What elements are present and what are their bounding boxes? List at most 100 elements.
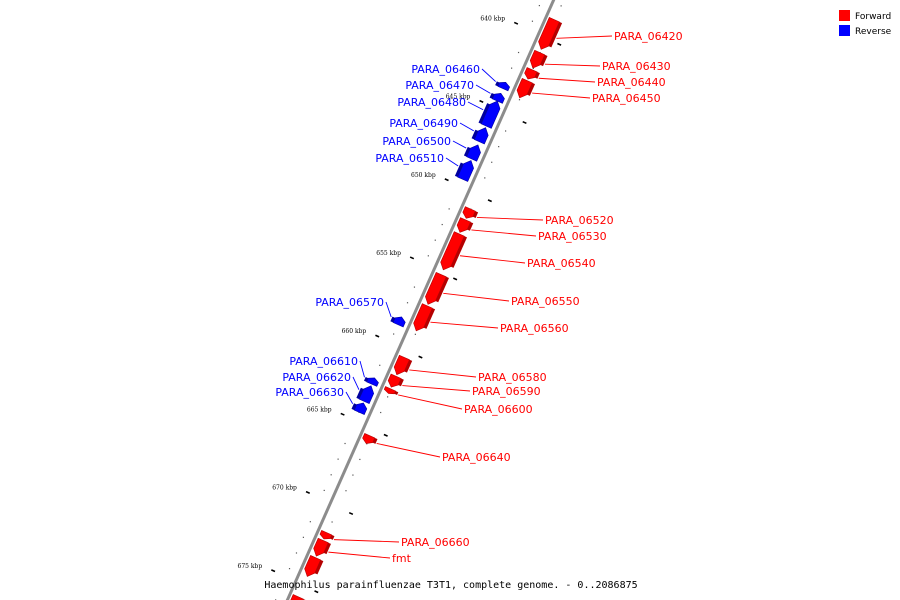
minor-tick xyxy=(406,302,409,304)
gene-shadow xyxy=(495,81,500,87)
gene-label: PARA_06530 xyxy=(538,230,607,243)
gene-track xyxy=(290,17,563,600)
gene-para_06480 xyxy=(478,100,501,129)
gene-para_06440 xyxy=(524,67,540,80)
minor-tick xyxy=(337,458,339,460)
gene-arrow xyxy=(529,49,546,69)
gene-label: PARA_06660 xyxy=(401,536,470,549)
gene-arrow xyxy=(393,354,410,376)
gene-arrow xyxy=(425,271,447,305)
scale-tick-mark xyxy=(340,412,345,416)
gene-para_06530 xyxy=(456,217,474,233)
gene-leader-line xyxy=(538,77,596,83)
scale-tick-label: 640 kbp xyxy=(480,15,505,22)
scale-tick-label: 665 kbp xyxy=(307,406,332,413)
gene-arrow xyxy=(358,385,375,405)
scale-tick: 670 kbp xyxy=(272,485,354,516)
gene-label: PARA_06600 xyxy=(464,403,533,416)
genome-caption: Haemophilus parainfluenzae T3T1, complet… xyxy=(264,580,637,591)
gene-label: PARA_06630 xyxy=(275,386,344,399)
gene-para_06460 xyxy=(495,81,510,92)
scale-tick-mark xyxy=(513,21,519,25)
gene-shadow xyxy=(330,534,335,540)
gene-shadow xyxy=(467,222,474,231)
gene-arrow xyxy=(457,160,474,182)
scale-tick-mark xyxy=(479,99,484,104)
gene-label: PARA_06590 xyxy=(472,385,541,398)
scale-tick-label: 655 kbp xyxy=(376,250,401,257)
gene-shadow xyxy=(398,378,404,387)
gene-label: PARA_06490 xyxy=(389,117,458,130)
minor-tick xyxy=(393,333,395,335)
gene-shadow xyxy=(356,387,364,400)
gene-label: PARA_06570 xyxy=(315,296,384,309)
scale-tick-mark xyxy=(375,334,380,338)
minor-tick xyxy=(413,286,416,288)
reverse-legend-label: Reverse xyxy=(855,27,892,37)
gene-shadow xyxy=(548,21,563,48)
gene-leader-line xyxy=(376,442,441,458)
gene-arrow xyxy=(440,231,465,271)
scale-tick-mark xyxy=(271,569,276,573)
gene-label: PARA_06450 xyxy=(592,92,661,105)
scale-tick: 650 kbp xyxy=(411,172,492,203)
gene-para_06490 xyxy=(471,127,489,145)
gene-leader-line xyxy=(459,255,526,264)
gene-para_06510 xyxy=(454,160,474,182)
gene-fmt xyxy=(313,537,331,557)
minor-tick xyxy=(288,568,291,570)
gene-arrow xyxy=(383,386,396,395)
gene-arrow xyxy=(516,78,533,99)
gene-label: PARA_06480 xyxy=(397,96,466,109)
gene-para_06430 xyxy=(529,49,548,69)
gene-para_06470 xyxy=(489,92,505,104)
minor-tick xyxy=(380,411,382,414)
scale-tick: 645 kbp xyxy=(446,94,527,125)
gene-label: PARA_06430 xyxy=(602,60,671,73)
gene-para_06450 xyxy=(516,78,536,99)
minor-tick xyxy=(491,161,493,163)
gene-leader-line xyxy=(481,68,496,82)
gene-arrow xyxy=(480,100,501,129)
gene-arrow xyxy=(462,206,476,219)
gene-label: PARA_06420 xyxy=(614,30,683,43)
gene-arrow xyxy=(456,217,471,233)
scale-tick-label: 670 kbp xyxy=(272,485,297,492)
gene-shadow xyxy=(314,559,324,575)
minor-tick xyxy=(330,474,332,476)
genome-backbone xyxy=(285,0,556,600)
scale-tick-mark xyxy=(348,511,354,516)
minor-tick xyxy=(366,443,368,445)
minor-tick xyxy=(448,208,450,210)
gene-shadow xyxy=(390,316,396,323)
gene-leader-line xyxy=(333,539,400,543)
minor-tick xyxy=(302,536,305,538)
gene-arrow xyxy=(362,433,376,444)
reverse-legend-swatch xyxy=(839,25,850,36)
gene-unlabeled xyxy=(290,594,306,600)
forward-legend-swatch xyxy=(839,10,850,21)
gene-leader-line xyxy=(445,157,459,167)
scale-tick-label: 660 kbp xyxy=(342,328,367,335)
scale-tick-mark xyxy=(418,355,423,359)
gene-arrow xyxy=(387,373,402,388)
gene-shadow xyxy=(423,308,436,329)
gene-leader-line xyxy=(402,385,471,392)
scale-tick: 675 kbp xyxy=(238,563,319,594)
gene-label: PARA_06610 xyxy=(289,355,358,368)
gene-arrow xyxy=(497,82,510,92)
scale-tick-label: 675 kbp xyxy=(238,563,263,570)
gene-para_06500 xyxy=(463,144,481,162)
minor-tick xyxy=(295,552,298,554)
minor-tick xyxy=(560,5,562,7)
gene-arrow xyxy=(466,144,481,162)
gene-leader-line xyxy=(352,376,360,390)
scale-tick-mark xyxy=(557,42,562,46)
minor-tick xyxy=(323,489,325,492)
minor-tick xyxy=(498,146,500,148)
gene-para_06520 xyxy=(462,206,479,219)
gene-arrow xyxy=(313,537,329,557)
gene-para_06560 xyxy=(413,303,436,332)
gene-shadow xyxy=(527,82,536,96)
